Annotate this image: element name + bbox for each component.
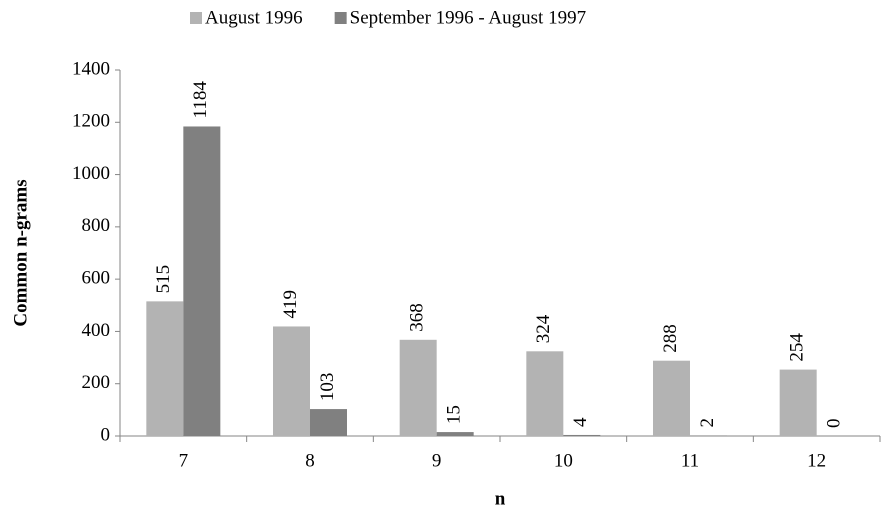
data-label: 0 <box>824 419 845 429</box>
x-tick-label: 8 <box>305 450 315 471</box>
x-tick-label: 10 <box>554 450 573 471</box>
data-label: 288 <box>660 324 681 353</box>
bar <box>183 126 221 437</box>
y-tick-label: 1000 <box>72 163 110 184</box>
legend-swatch <box>334 12 347 24</box>
bar <box>273 326 310 436</box>
bar <box>563 434 601 436</box>
bar <box>310 409 347 436</box>
x-tick-label: 7 <box>179 450 189 471</box>
x-tick-label: 9 <box>432 450 442 471</box>
x-tick-label: 11 <box>681 450 699 471</box>
legend-swatch <box>190 12 202 24</box>
bar <box>779 369 817 436</box>
y-tick-label: 200 <box>82 372 111 393</box>
y-tick-label: 800 <box>82 215 111 236</box>
x-tick-label: 12 <box>807 450 826 471</box>
y-tick-label: 600 <box>82 268 111 289</box>
bar <box>653 360 690 436</box>
data-label: 1184 <box>190 81 211 119</box>
y-tick-label: 1400 <box>72 58 110 79</box>
data-label: 2 <box>697 418 718 428</box>
bar <box>690 435 727 436</box>
bar <box>399 339 437 436</box>
data-label: 4 <box>570 417 591 427</box>
bar <box>526 351 564 436</box>
data-label: 103 <box>317 373 338 402</box>
bar <box>146 301 184 436</box>
data-label: 254 <box>787 333 808 362</box>
data-label: 15 <box>444 405 465 424</box>
data-label: 324 <box>533 314 554 343</box>
data-label: 368 <box>407 303 428 332</box>
data-label: 419 <box>280 290 301 319</box>
y-tick-label: 1200 <box>72 111 110 132</box>
bar <box>436 432 474 436</box>
data-label: 515 <box>153 265 174 294</box>
y-axis-label: Common n-grams <box>10 179 31 326</box>
x-axis-label: n <box>495 488 506 509</box>
legend-label: August 1996 <box>205 7 303 28</box>
y-tick-label: 400 <box>82 320 111 341</box>
y-tick-label: 0 <box>101 424 111 445</box>
legend-label: September 1996 - August 1997 <box>350 7 586 28</box>
